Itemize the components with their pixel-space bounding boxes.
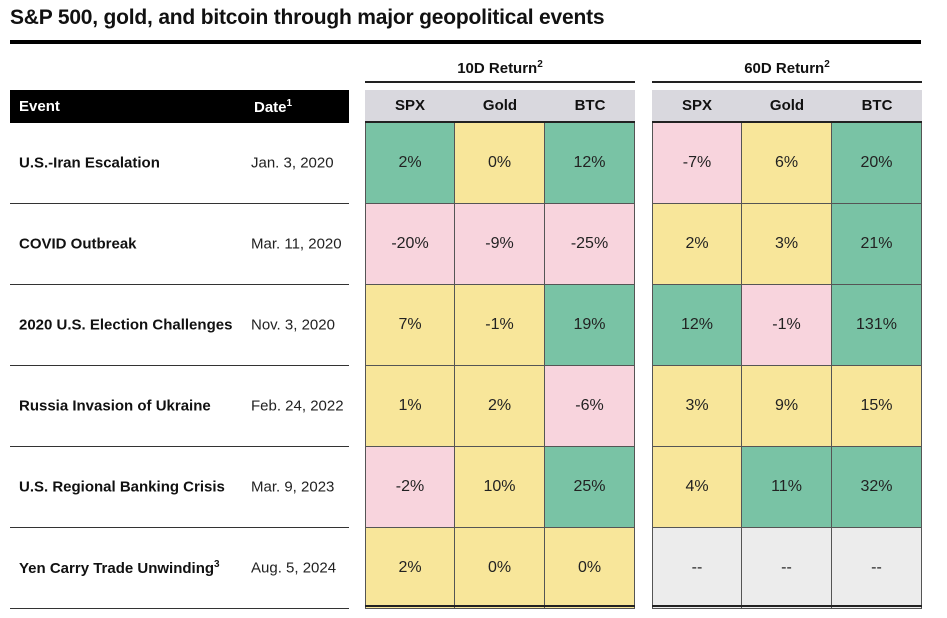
return-cell-60d-spx: -- [652, 528, 742, 609]
event-name: Yen Carry Trade Unwinding3 [19, 559, 220, 577]
event-date: Mar. 9, 2023 [251, 478, 335, 496]
return-cell-60d-gold: 11% [742, 447, 832, 528]
column-header-10d-spx: SPX [365, 90, 455, 123]
group-label-10d: 10D Return2 [365, 59, 635, 79]
event-name: U.S. Regional Banking Crisis [19, 479, 225, 496]
table-row: COVID Outbreak Mar. 11, 2020 [10, 204, 349, 285]
return-cell-10d-btc: 0% [545, 528, 635, 609]
column-header-60d-btc: BTC [832, 90, 922, 123]
return-cell-10d-spx: 7% [365, 285, 455, 366]
return-cell-10d-btc: -6% [545, 366, 635, 447]
event-name-text: COVID Outbreak [19, 235, 137, 253]
event-name-text: Russia Invasion of Ukraine [19, 397, 211, 415]
event-date: Mar. 11, 2020 [251, 235, 342, 253]
return-cell-10d-spx: -20% [365, 204, 455, 285]
return-cell-60d-gold: -- [742, 528, 832, 609]
event-name-text: U.S. Regional Banking Crisis [19, 478, 225, 496]
return-cell-60d-btc: 20% [832, 123, 922, 204]
group-rule-60d [652, 81, 922, 83]
title-divider [10, 40, 921, 44]
group-label-60d-text: 60D Return [744, 60, 825, 77]
table-row: U.S. Regional Banking Crisis Mar. 9, 2023 [10, 447, 349, 528]
event-name-text: 2020 U.S. Election Challenges [19, 316, 233, 334]
return-cell-10d-gold: -1% [455, 285, 545, 366]
return-cell-60d-btc: 32% [832, 447, 922, 528]
bottom-rule-10d [365, 605, 635, 607]
group-label-10d-footnote: 2 [537, 59, 543, 70]
return-cell-60d-btc: 15% [832, 366, 922, 447]
return-cell-60d-btc: 131% [832, 285, 922, 366]
table-row: U.S.-Iran Escalation Jan. 3, 2020 [10, 123, 349, 204]
return-cell-10d-btc: 12% [545, 123, 635, 204]
return-cell-10d-btc: 19% [545, 285, 635, 366]
event-date: Feb. 24, 2022 [251, 397, 344, 415]
column-header-60d-spx: SPX [652, 90, 742, 123]
event-name: COVID Outbreak [19, 236, 137, 253]
group-label-60d-footnote: 2 [824, 59, 830, 70]
event-date: Jan. 3, 2020 [251, 154, 334, 172]
return-cell-60d-gold: 9% [742, 366, 832, 447]
event-name: 2020 U.S. Election Challenges [19, 317, 232, 334]
return-cell-10d-gold: 0% [455, 528, 545, 609]
return-cell-60d-spx: 2% [652, 204, 742, 285]
return-cell-60d-spx: 3% [652, 366, 742, 447]
return-cell-10d-gold: -9% [455, 204, 545, 285]
return-cell-10d-gold: 0% [455, 123, 545, 204]
group-label-60d: 60D Return2 [652, 59, 922, 79]
return-cell-10d-btc: -25% [545, 204, 635, 285]
bottom-rule-60d [652, 605, 922, 607]
table-row: Yen Carry Trade Unwinding3 Aug. 5, 2024 [10, 528, 349, 609]
column-header-10d-gold: Gold [455, 90, 545, 123]
return-cell-10d-gold: 10% [455, 447, 545, 528]
event-name-text: Yen Carry Trade Unwinding [19, 560, 215, 577]
return-cell-60d-spx: 12% [652, 285, 742, 366]
return-cell-60d-spx: -7% [652, 123, 742, 204]
column-header-10d-btc: BTC [545, 90, 635, 123]
return-cell-60d-gold: 3% [742, 204, 832, 285]
group-label-10d-text: 10D Return [457, 60, 538, 77]
return-cell-10d-spx: 2% [365, 123, 455, 204]
return-cell-10d-spx: 1% [365, 366, 455, 447]
date-footnote: 1 [286, 98, 293, 109]
return-cell-10d-spx: 2% [365, 528, 455, 609]
event-name-text: U.S.-Iran Escalation [19, 154, 160, 172]
group-rule-10d [365, 81, 635, 83]
event-date: Nov. 3, 2020 [251, 316, 335, 334]
return-cell-60d-gold: -1% [742, 285, 832, 366]
return-cell-10d-gold: 2% [455, 366, 545, 447]
event-name: Russia Invasion of Ukraine [19, 398, 211, 415]
return-cell-10d-spx: -2% [365, 447, 455, 528]
event-column-header: Event [19, 98, 60, 115]
event-name: U.S.-Iran Escalation [19, 155, 160, 172]
page-title: S&P 500, gold, and bitcoin through major… [10, 6, 605, 29]
table-row: Russia Invasion of Ukraine Feb. 24, 2022 [10, 366, 349, 447]
event-footnote: 3 [214, 559, 220, 570]
date-column-header: Date1 [254, 98, 292, 116]
return-cell-60d-gold: 6% [742, 123, 832, 204]
return-cell-10d-btc: 25% [545, 447, 635, 528]
column-header-60d-gold: Gold [742, 90, 832, 123]
event-date: Aug. 5, 2024 [251, 559, 337, 577]
date-column-header-text: Date [254, 99, 287, 116]
event-date-header: Event Date1 [10, 90, 349, 123]
return-cell-60d-btc: 21% [832, 204, 922, 285]
return-cell-60d-spx: 4% [652, 447, 742, 528]
table-row: 2020 U.S. Election Challenges Nov. 3, 202… [10, 285, 349, 366]
return-cell-60d-btc: -- [832, 528, 922, 609]
